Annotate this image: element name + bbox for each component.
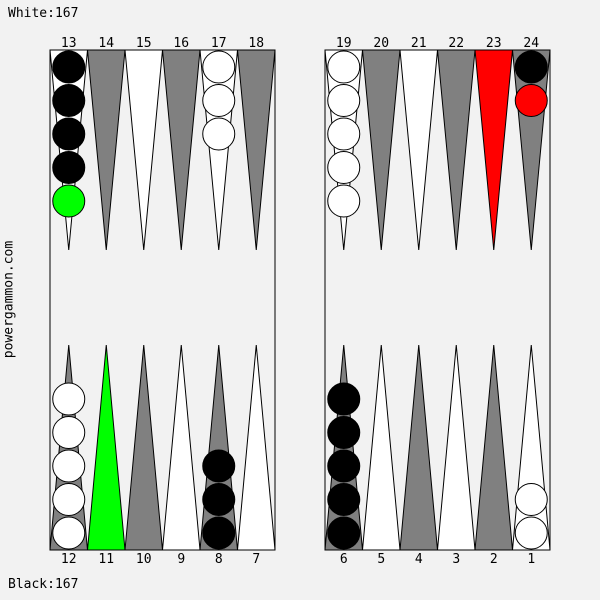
point-label-10: 10	[136, 552, 152, 567]
point-label-24: 24	[523, 36, 539, 51]
checker-white-19[interactable]	[327, 151, 361, 184]
checker-white-12[interactable]	[52, 449, 86, 483]
point-label-20: 20	[373, 36, 389, 51]
point-label-7: 7	[252, 552, 260, 567]
checker-white-19[interactable]	[327, 117, 361, 151]
point-15[interactable]	[124, 49, 164, 251]
checker-black-24[interactable]	[514, 50, 548, 84]
checker-white-12[interactable]	[52, 483, 86, 516]
checker-black-6[interactable]	[327, 382, 361, 416]
left-board-half	[49, 49, 276, 551]
point-7[interactable]	[236, 344, 276, 551]
checker-white-17[interactable]	[202, 117, 236, 151]
point-label-3: 3	[452, 552, 460, 567]
right-board-half	[324, 49, 551, 551]
point-label-17: 17	[211, 36, 227, 51]
point-label-11: 11	[98, 552, 114, 567]
last-move-to-checker[interactable]	[514, 84, 548, 117]
checker-black-6[interactable]	[327, 483, 361, 516]
point-label-6: 6	[340, 552, 348, 567]
point-16[interactable]	[161, 49, 201, 251]
checker-white-12[interactable]	[52, 416, 86, 449]
checker-white-17[interactable]	[202, 50, 236, 84]
point-11[interactable]	[86, 344, 126, 551]
checker-white-1[interactable]	[514, 516, 548, 550]
point-label-22: 22	[448, 36, 464, 51]
point-label-2: 2	[490, 552, 498, 567]
checker-white-1[interactable]	[514, 483, 548, 516]
checker-white-12[interactable]	[52, 382, 86, 416]
last-move-from-checker[interactable]	[52, 184, 86, 218]
point-21[interactable]	[399, 49, 439, 251]
point-2[interactable]	[474, 344, 514, 551]
checker-white-19[interactable]	[327, 50, 361, 84]
point-label-1: 1	[527, 552, 535, 567]
point-18[interactable]	[236, 49, 276, 251]
checker-white-17[interactable]	[202, 84, 236, 117]
checker-white-12[interactable]	[52, 516, 86, 550]
point-5[interactable]	[361, 344, 401, 551]
checker-white-19[interactable]	[327, 184, 361, 218]
point-22[interactable]	[436, 49, 476, 251]
checker-black-8[interactable]	[202, 516, 236, 550]
point-label-8: 8	[215, 552, 223, 567]
point-4[interactable]	[399, 344, 439, 551]
point-label-14: 14	[98, 36, 114, 51]
checker-white-19[interactable]	[327, 84, 361, 117]
checker-black-13[interactable]	[52, 151, 86, 184]
point-9[interactable]	[161, 344, 201, 551]
point-label-13: 13	[61, 36, 77, 51]
point-label-12: 12	[61, 552, 77, 567]
point-label-5: 5	[377, 552, 385, 567]
checker-black-13[interactable]	[52, 50, 86, 84]
black-pip-count: Black:167	[8, 577, 79, 592]
point-label-4: 4	[415, 552, 423, 567]
checker-black-6[interactable]	[327, 449, 361, 483]
point-label-18: 18	[248, 36, 264, 51]
point-3[interactable]	[436, 344, 476, 551]
point-14[interactable]	[86, 49, 126, 251]
white-pip-count: White:167	[8, 6, 79, 21]
checker-black-6[interactable]	[327, 516, 361, 550]
point-label-21: 21	[411, 36, 427, 51]
point-20[interactable]	[361, 49, 401, 251]
point-label-19: 19	[336, 36, 352, 51]
point-10[interactable]	[124, 344, 164, 551]
point-label-15: 15	[136, 36, 152, 51]
checker-black-8[interactable]	[202, 483, 236, 516]
point-label-16: 16	[173, 36, 189, 51]
checker-black-8[interactable]	[202, 449, 236, 483]
checker-black-13[interactable]	[52, 84, 86, 117]
checker-black-6[interactable]	[327, 416, 361, 449]
checker-black-13[interactable]	[52, 117, 86, 151]
point-label-23: 23	[486, 36, 502, 51]
point-label-9: 9	[177, 552, 185, 567]
point-23[interactable]	[474, 49, 514, 251]
